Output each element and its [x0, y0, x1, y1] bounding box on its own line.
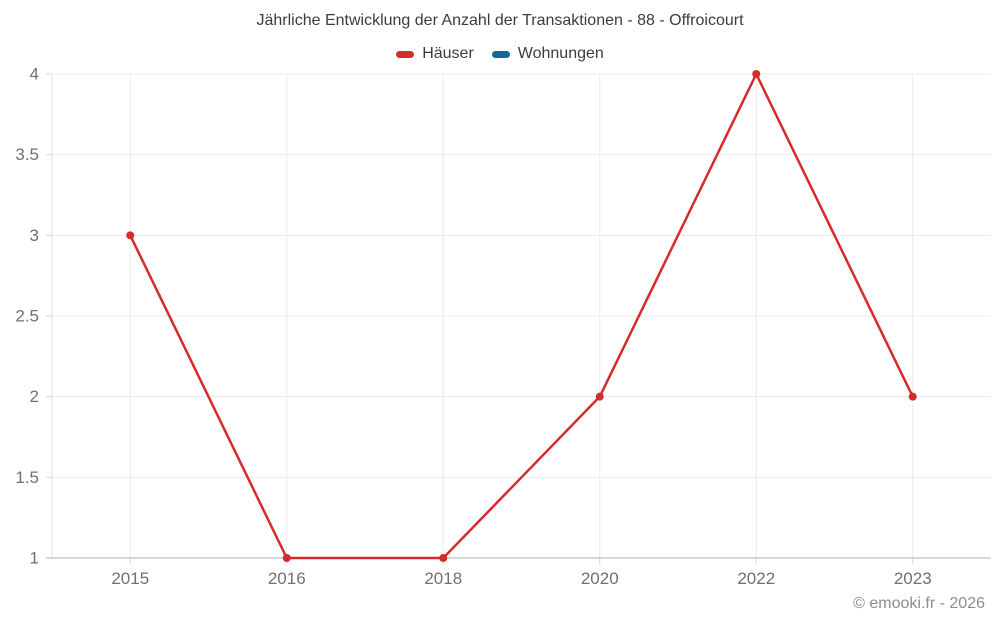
y-tick-label: 3.5 [15, 145, 39, 164]
h-user-line [129, 72, 914, 560]
x-tick-label: 2015 [111, 569, 149, 588]
h-user-data-point[interactable] [595, 392, 604, 401]
x-tick-label: 2022 [737, 569, 775, 588]
y-tick-label: 2.5 [15, 307, 39, 326]
wohnungen-swatch-icon [491, 50, 510, 58]
legend-label-haeuser: Häuser [422, 45, 474, 62]
x-tick-label: 2016 [268, 569, 306, 588]
x-tick-label: 2018 [424, 569, 462, 588]
legend-item-haeuser[interactable]: Häuser [396, 45, 474, 63]
y-tick-label: 1.5 [15, 468, 39, 487]
h-user-data-point[interactable] [439, 554, 448, 562]
x-tick-label: 2020 [581, 569, 619, 588]
haeuser-swatch-icon [396, 50, 415, 58]
legend: Häuser Wohnungen [0, 45, 1000, 63]
legend-label-wohnungen: Wohnungen [517, 45, 604, 62]
h-user-data-point[interactable] [908, 392, 917, 401]
y-tick-label: 2 [30, 387, 39, 406]
h-user-data-point[interactable] [126, 231, 135, 240]
y-tick-label: 3 [30, 226, 39, 245]
h-user-data-point[interactable] [752, 70, 761, 78]
h-user-data-point[interactable] [282, 554, 291, 562]
legend-item-wohnungen[interactable]: Wohnungen [491, 45, 604, 63]
y-tick-label: 1 [30, 549, 39, 568]
y-tick-label: 4 [30, 65, 39, 84]
x-tick-label: 2023 [894, 569, 932, 588]
chart-title: Jährliche Entwicklung der Anzahl der Tra… [256, 12, 744, 29]
copyright: © emooki.fr - 2026 [853, 595, 985, 612]
